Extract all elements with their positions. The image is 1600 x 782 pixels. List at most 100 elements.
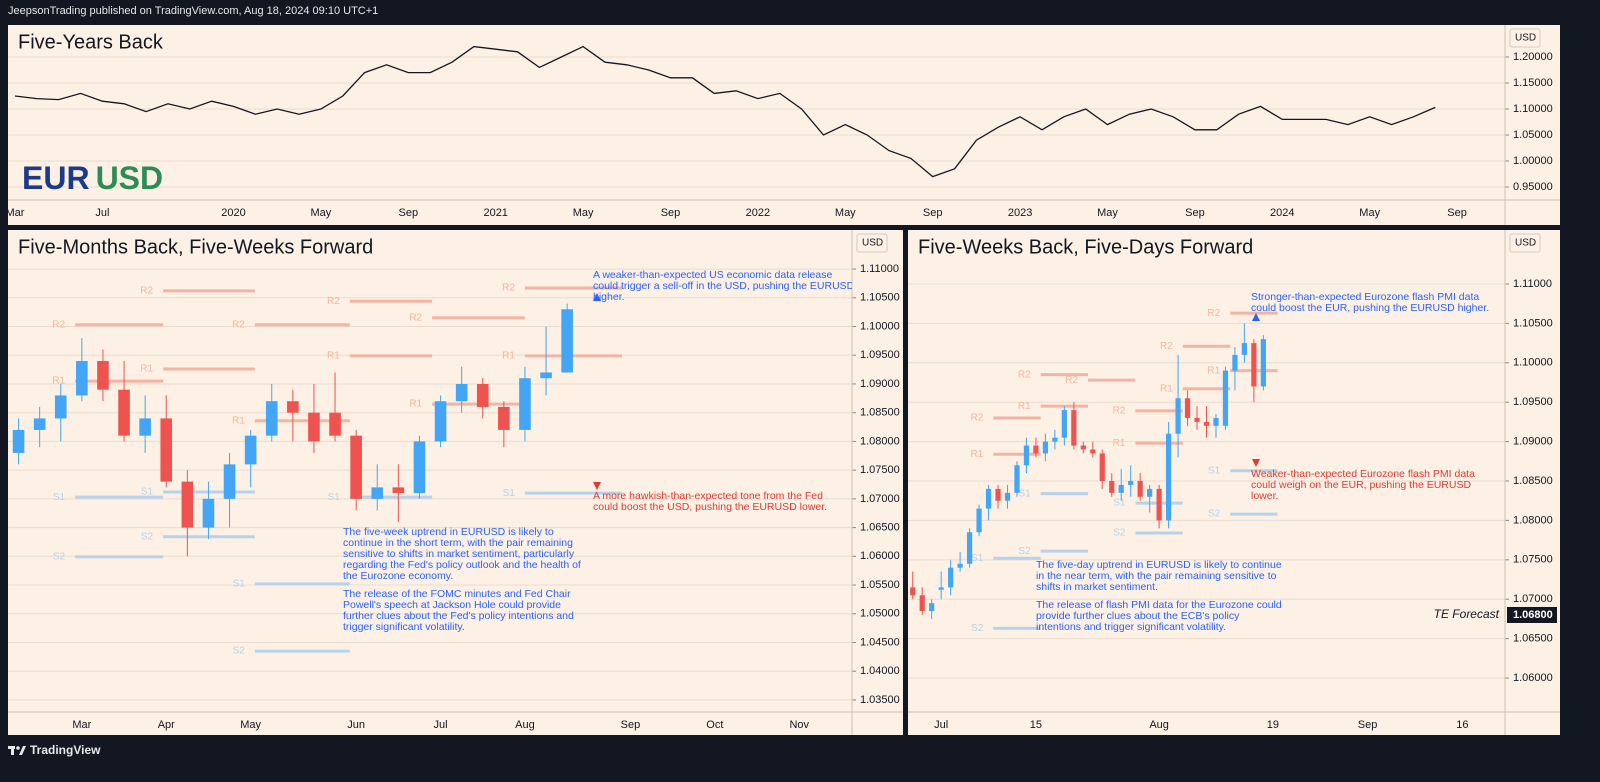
y-tick-label: 1.04500 [860, 636, 900, 648]
candle-body [1052, 437, 1058, 442]
pivot-label: S1 [1018, 488, 1031, 499]
y-tick-label: 1.06000 [860, 550, 900, 562]
x-tick-label: Mar [72, 719, 91, 731]
candle-body [371, 487, 384, 499]
candle-body [265, 401, 278, 436]
pivot-label: S2 [971, 623, 984, 634]
y-tick-label: 1.11000 [1513, 278, 1552, 290]
header: JeepsonTrading published on TradingView.… [8, 5, 379, 17]
candle-body [1147, 488, 1153, 497]
candle-body [1109, 481, 1115, 493]
y-tick-label: 1.05500 [860, 579, 900, 591]
y-tick-label: 1.03500 [860, 694, 900, 706]
pivot-label: R1 [1113, 438, 1126, 449]
panel-background [8, 230, 903, 735]
y-tick-label: 1.08000 [860, 435, 900, 447]
plot-area: R2 R1 S1 S2 R2 R1 S1 S2 R2 R2 R1 S1 S2 R2 R1 R2 R1 S1 S2 [908, 283, 1505, 679]
candle-body [1203, 421, 1210, 426]
candle-body [1080, 445, 1086, 450]
y-tick-label: 1.07000 [1513, 593, 1553, 605]
y-tick-label: 1.06000 [1513, 672, 1553, 684]
last-price-label: 1.06800 [1513, 609, 1553, 621]
candle-body [910, 587, 916, 596]
commentary-paragraph: The five-day uptrend in EURUSD is likely… [1036, 559, 1282, 593]
x-tick-label: 2020 [221, 207, 245, 219]
y-tick-label: 1.11000 [860, 263, 899, 275]
candle-body [202, 498, 215, 528]
y-tick-label: 1.15000 [1513, 77, 1553, 89]
x-tick-label: May [573, 207, 594, 219]
panel-background [8, 25, 1560, 225]
candle-body [1213, 417, 1219, 426]
x-tick-label: May [240, 719, 261, 731]
commentary-paragraph: The release of the FOMC minutes and Fed … [343, 588, 574, 633]
annotation-marker [593, 482, 601, 490]
x-tick-label: May [835, 207, 856, 219]
candle-body [957, 563, 963, 568]
x-tick-label: Sep [399, 207, 419, 219]
candle-body [966, 532, 973, 564]
commentary: The five-day uptrend in EURUSD is likely… [1036, 560, 1286, 640]
candle-body [455, 383, 468, 402]
commentary-paragraph: The five-week uptrend in EURUSD is likel… [343, 526, 581, 582]
pivot-label: R1 [140, 364, 153, 375]
candle-body [434, 401, 447, 442]
candle-body [287, 401, 299, 413]
pivot-label: R2 [970, 413, 983, 424]
x-tick-label: 2022 [746, 207, 770, 219]
candle-body [1071, 410, 1077, 446]
y-tick-label: 1.09500 [1513, 396, 1553, 408]
candle-body [139, 418, 151, 436]
candle-body [1194, 417, 1200, 422]
candle-body [476, 383, 489, 407]
candle-body [561, 309, 573, 373]
candle-body [54, 395, 67, 419]
symbol-quote: USD [96, 160, 164, 196]
currency-label: USD [1515, 238, 1536, 249]
candle-body [1184, 398, 1191, 418]
x-tick-label: 15 [1030, 719, 1042, 731]
y-tick-label: 1.07500 [1513, 554, 1553, 566]
x-tick-label: 2021 [483, 207, 507, 219]
pivot-label: S1 [328, 492, 341, 503]
y-tick-label: 1.10500 [1513, 317, 1553, 329]
y-tick-label: 1.09000 [1513, 436, 1553, 448]
candle-body [118, 389, 130, 436]
pivot-label: R2 [502, 283, 515, 294]
candle-body [1023, 445, 1030, 466]
pivot-label: R2 [1207, 308, 1220, 319]
y-tick-label: 1.04000 [860, 665, 900, 677]
y-tick-label: 1.20000 [1513, 51, 1553, 63]
y-tick-label: 1.10000 [1513, 357, 1553, 369]
candle-body [413, 441, 426, 494]
x-tick-label: Jul [434, 719, 448, 731]
candle-body [1042, 441, 1049, 454]
symbol: EUR USD [22, 160, 163, 196]
pivot-label: R1 [52, 376, 65, 387]
pivot-label: R1 [970, 449, 983, 460]
candle-body [223, 464, 236, 499]
candle-body [929, 603, 935, 612]
candle-body [1061, 410, 1067, 438]
pivot-label: S2 [1018, 546, 1031, 557]
x-tick-label: May [1097, 207, 1118, 219]
y-tick-label: 1.05000 [860, 608, 900, 620]
last-price-tag [1507, 606, 1557, 623]
plot-area: R2 R2 R1 S1 S2 R1 S1 S2 R2 R1 S1 S2 R2 R1 S1 R2 R1 R2 R1 S1 [8, 268, 852, 701]
candle-body [1004, 492, 1011, 501]
candle-body [1175, 398, 1181, 434]
pivot-label: S2 [1113, 528, 1126, 539]
annotation: Stronger-than-expected Eurozone flash PM… [1251, 291, 1490, 314]
candle-body [244, 435, 257, 465]
pivot-label: R1 [409, 399, 422, 410]
candle-body [976, 508, 982, 533]
x-tick-label: May [311, 207, 332, 219]
tradingview-logo [8, 746, 26, 755]
pivot-label: R2 [409, 313, 422, 324]
y-tick-label: 1.10000 [1513, 103, 1553, 115]
pivot-label: R1 [1160, 383, 1173, 394]
candle-body [1128, 481, 1134, 485]
pivot-label: S2 [53, 552, 66, 563]
pivot-label: S1 [1113, 498, 1126, 509]
x-tick-label: Sep [1185, 207, 1205, 219]
